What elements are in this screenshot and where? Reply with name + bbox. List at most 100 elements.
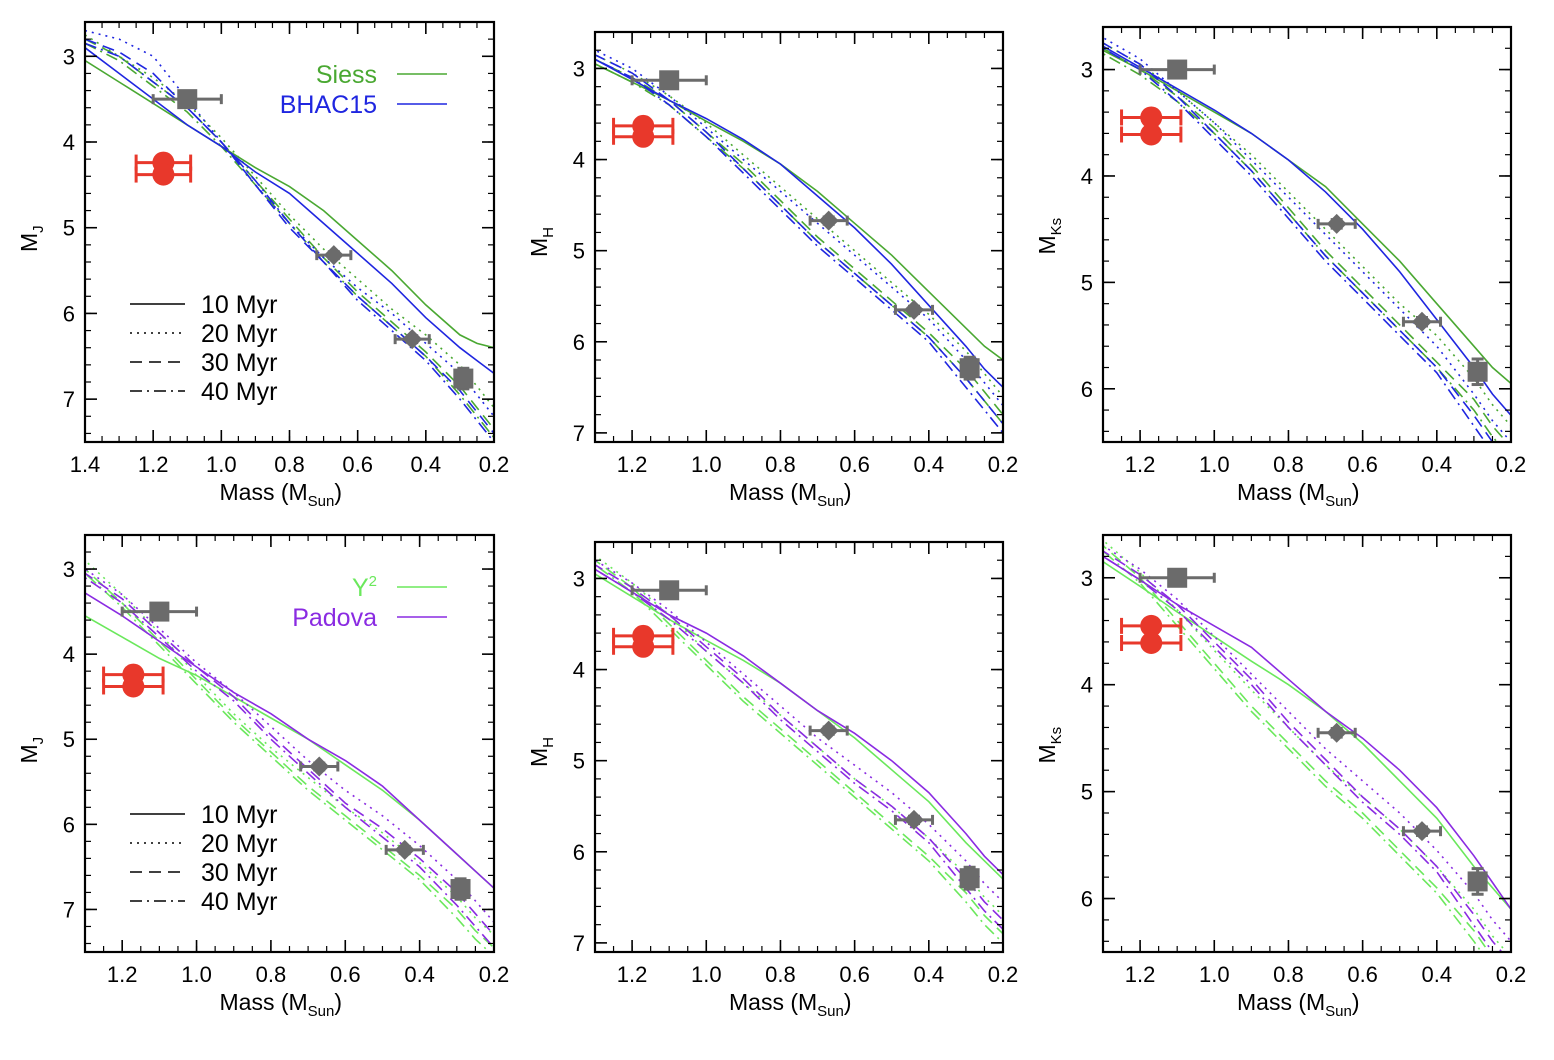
isochrone-Siess-40-Myr — [1103, 52, 1499, 442]
isochrone-Siess-10-Myr — [85, 59, 494, 349]
x-tick-label: 1.2 — [107, 962, 138, 987]
y-tick-label: 4 — [573, 148, 585, 173]
y-tick-label: 5 — [63, 727, 75, 752]
square-marker — [1467, 871, 1488, 892]
x-tick-label: 1.0 — [1199, 962, 1230, 987]
isochrone-Y2-30-Myr — [85, 568, 494, 949]
isochrones — [1103, 539, 1511, 952]
panel-top-Ks: 1.2 1.0 0.8 0.6 0.4 0.2 3 4 5 6 Mass (MSun) MKs — [1034, 25, 1527, 510]
age-legend-label: 40 Myr — [201, 888, 277, 916]
isochrone-Y2-40-Myr — [1103, 550, 1483, 952]
x-tick-label: 1.2 — [617, 452, 648, 477]
y-tick-label: 3 — [1081, 58, 1093, 83]
x-tick-label: 0.8 — [274, 452, 305, 477]
y-tick-label: 6 — [573, 840, 585, 865]
diamond-marker — [818, 210, 839, 231]
y-tick-label: 3 — [573, 566, 585, 591]
isochrone-Y2-30-Myr — [595, 559, 1003, 935]
y-axis: 3 4 5 6 7 — [63, 21, 494, 435]
diamond-marker — [402, 329, 423, 350]
age-legend-label: 40 Myr — [201, 378, 277, 406]
isochrone-BHAC15-40-Myr — [1103, 47, 1487, 442]
x-axis: 1.2 1.0 0.8 0.6 0.4 0.2 — [594, 32, 1019, 477]
isochrones — [595, 49, 1003, 434]
observed-points — [151, 89, 474, 391]
x-tick-label: 0.2 — [988, 962, 1019, 987]
observed-points — [630, 580, 980, 891]
target-marker — [632, 635, 655, 658]
y-axis-label: MKs — [1034, 218, 1065, 255]
isochrone-Y2-10-Myr — [595, 573, 1003, 880]
isochrone-Padova-10-Myr — [1103, 555, 1511, 910]
y-tick-label: 6 — [1081, 887, 1093, 912]
y-axis-label: MH — [526, 737, 557, 767]
target-points — [612, 114, 675, 148]
isochrone-BHAC15-30-Myr — [595, 53, 1003, 425]
square-marker — [177, 89, 198, 110]
x-axis: 1.4 1.2 1.0 0.8 0.6 0.4 0.2 — [70, 22, 510, 477]
target-marker — [1140, 106, 1163, 129]
isochrones — [1103, 36, 1511, 442]
isochrone-BHAC15-30-Myr — [1103, 42, 1494, 442]
y-tick-label: 5 — [1081, 780, 1093, 805]
x-axis: 1.2 1.0 0.8 0.6 0.4 0.2 — [84, 535, 509, 987]
x-tick-label: 0.4 — [411, 452, 442, 477]
target-points — [1120, 614, 1183, 654]
plot-frame — [1101, 533, 1513, 954]
x-tick-label: 0.2 — [479, 452, 510, 477]
x-tick-label: 0.2 — [1496, 962, 1527, 987]
x-tick-label: 0.6 — [839, 452, 870, 477]
square-marker — [453, 368, 474, 389]
observed-points — [630, 70, 980, 381]
x-tick-label: 0.2 — [1496, 452, 1527, 477]
x-tick-label: 0.8 — [1273, 962, 1304, 987]
target-marker — [1140, 614, 1163, 637]
isochrone-Y2-40-Myr — [595, 563, 1003, 944]
y-axis: 3 4 5 6 7 — [573, 31, 1003, 446]
observed-points — [1138, 567, 1488, 896]
x-tick-label: 0.6 — [1347, 452, 1378, 477]
legend-label-Y2: Y2 — [352, 573, 377, 602]
age-legend-label: 20 Myr — [201, 320, 277, 348]
square-marker — [959, 868, 980, 889]
isochrone-Padova-10-Myr — [595, 568, 1003, 876]
legend-label-BHAC15: BHAC15 — [280, 91, 377, 119]
y-axis: 3 4 5 6 — [1081, 26, 1511, 432]
isochrone-Siess-10-Myr — [595, 63, 1003, 361]
y-tick-label: 6 — [63, 301, 75, 326]
age-legend-label: 10 Myr — [201, 801, 277, 829]
diamond-marker — [818, 720, 839, 741]
target-points — [612, 624, 675, 658]
diamond-marker — [309, 756, 330, 777]
y-axis-label: MH — [526, 227, 557, 257]
y-tick-label: 5 — [573, 239, 585, 264]
isochrone-Padova-20-Myr — [595, 559, 1003, 903]
age-legend-label: 30 Myr — [201, 859, 277, 887]
x-axis-label: Mass (MSun) — [729, 479, 852, 510]
y-tick-label: 6 — [573, 330, 585, 355]
diamond-marker — [1411, 821, 1432, 842]
x-tick-label: 1.0 — [181, 962, 212, 987]
square-marker — [149, 601, 170, 622]
y-tick-label: 7 — [63, 387, 75, 412]
square-marker — [959, 358, 980, 379]
x-tick-label: 0.4 — [914, 962, 945, 987]
isochrone-BHAC15-30-Myr — [85, 38, 494, 434]
y-axis-label: MKs — [1034, 727, 1065, 764]
diamond-marker — [394, 839, 415, 860]
y-tick-label: 3 — [63, 557, 75, 582]
age-legend-label: 30 Myr — [201, 349, 277, 377]
isochrone-Y2-20-Myr — [1103, 539, 1508, 952]
x-tick-label: 0.2 — [988, 452, 1019, 477]
panel-top-J: 1.4 1.2 1.0 0.8 0.6 0.4 0.2 3 4 5 6 7 Mass (MSun) MJ S… — [16, 20, 510, 510]
isochrone-Padova-40-Myr — [1103, 555, 1494, 952]
square-marker — [659, 580, 680, 601]
x-tick-label: 1.2 — [138, 452, 169, 477]
isochrone-Siess-20-Myr — [595, 53, 1003, 397]
legend-label-Padova: Padova — [292, 604, 377, 632]
target-marker — [632, 125, 655, 148]
x-tick-label: 0.6 — [330, 962, 361, 987]
